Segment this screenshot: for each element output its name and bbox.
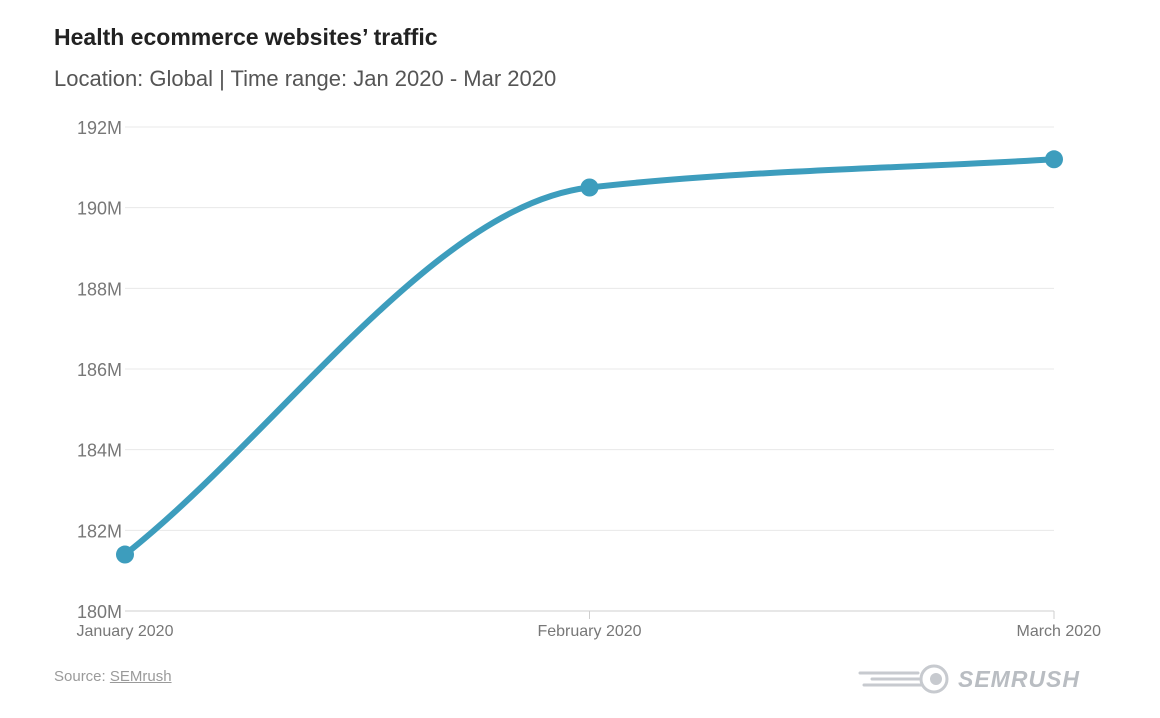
semrush-logo: SEMRUSH (858, 662, 1080, 696)
y-tick-label: 182M (77, 521, 122, 541)
data-point (1045, 150, 1063, 169)
data-point (116, 545, 134, 564)
y-tick-label: 192M (77, 118, 122, 138)
x-tick-label: January 2020 (77, 623, 174, 640)
series (116, 150, 1063, 564)
data-point (580, 178, 599, 197)
chart-title: Health ecommerce websites’ traffic (54, 24, 438, 50)
grid-lines (125, 126, 1054, 612)
y-axis-ticks: 180M 182M 184M 186M 188M 190M 192M (77, 118, 122, 622)
y-tick-label: 180M (77, 602, 122, 622)
source-link[interactable]: SEMrush (109, 668, 172, 685)
y-tick-label: 190M (77, 199, 122, 219)
y-tick-label: 188M (77, 279, 122, 299)
x-tick-label: February 2020 (537, 623, 641, 640)
y-tick-label: 186M (77, 360, 122, 380)
x-tick-label: March 2020 (1017, 623, 1102, 640)
chart-subtitle: Location: Global | Time range: Jan 2020 … (54, 66, 557, 91)
source-prefix: Source: (54, 668, 110, 685)
y-tick-label: 184M (77, 441, 122, 461)
x-axis-ticks: January 2020 February 2020 March 2020 (77, 611, 1102, 640)
brand-name: SEMRUSH (958, 665, 1081, 692)
fireball-icon (858, 664, 949, 694)
source-note: Source: SEMrush (54, 668, 172, 685)
series-line (122, 156, 1057, 558)
